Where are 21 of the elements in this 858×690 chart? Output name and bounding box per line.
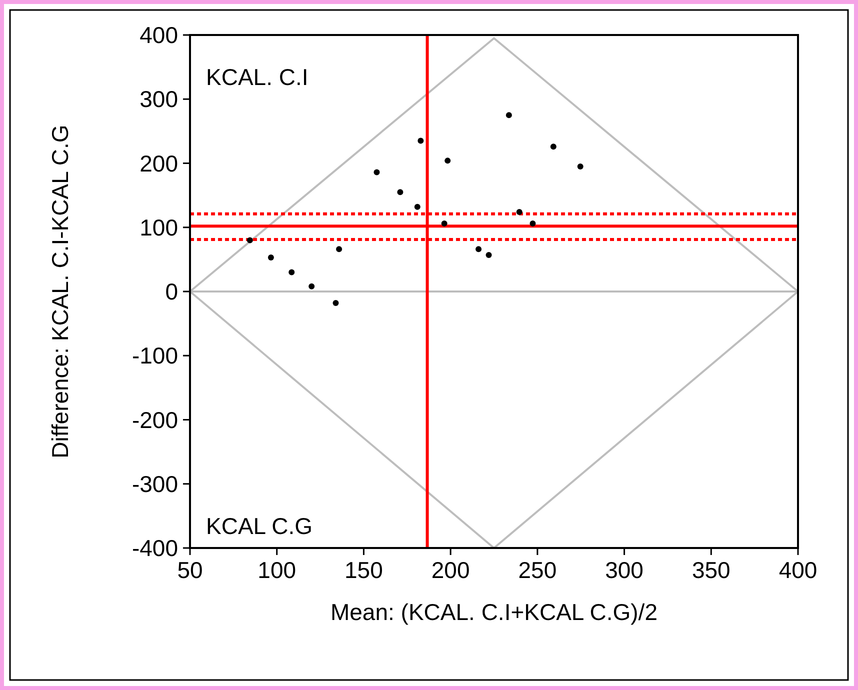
y-tick-label: -400 (132, 535, 178, 562)
x-tick-label: 250 (518, 557, 557, 583)
y-tick-label: -200 (132, 406, 178, 433)
y-tick-label: -300 (132, 470, 178, 497)
y-tick-label: -100 (132, 342, 178, 369)
x-tick-label: 50 (177, 557, 203, 583)
y-axis-title: Difference: KCAL. C.I-KCAL C.G (47, 124, 73, 458)
x-tick-label: 100 (258, 557, 296, 583)
x-tick-label: 350 (692, 557, 730, 583)
y-tick-label: 400 (140, 22, 178, 48)
annotation: KCAL. C.I (206, 64, 308, 90)
annotation: KCAL C.G (206, 513, 313, 539)
x-tick-label: 200 (431, 557, 470, 583)
y-tick-label: 0 (165, 278, 178, 305)
y-tick-label: 200 (140, 150, 178, 176)
y-tick-label: 100 (140, 214, 178, 240)
x-tick-label: 400 (778, 557, 818, 583)
x-tick-label: 150 (344, 557, 383, 583)
x-tick-label: 300 (605, 557, 644, 583)
x-axis-title: Mean: (KCAL. C.I+KCAL C.G)/2 (330, 599, 658, 625)
y-tick-label: 300 (140, 86, 178, 112)
